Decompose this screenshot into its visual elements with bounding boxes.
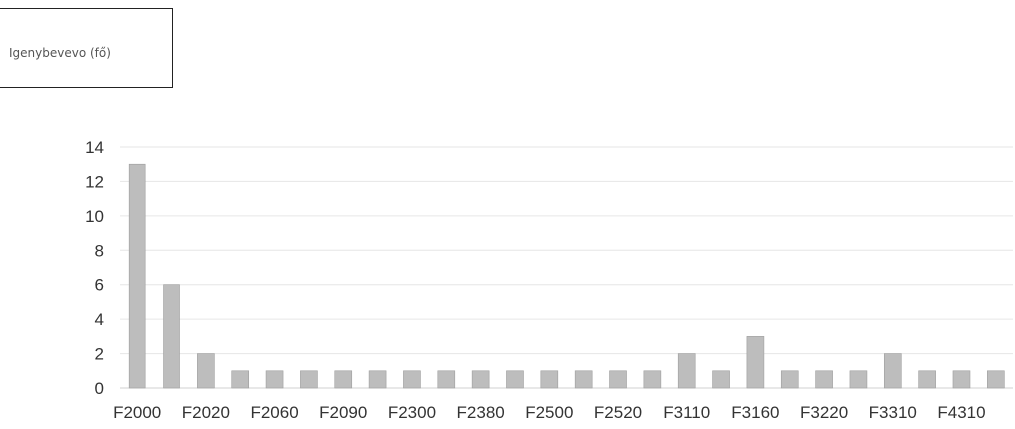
y-tick-label: 8 <box>95 241 104 260</box>
bar-F3110 <box>677 353 696 389</box>
bar-F4320 <box>987 370 1005 389</box>
x-tick-label: F2380 <box>457 403 505 422</box>
x-tick-label: F2520 <box>594 403 642 422</box>
bar-F2520 <box>609 370 627 389</box>
y-tick-label: 14 <box>85 138 104 157</box>
bar-F2010 <box>163 284 180 389</box>
bar-F4310 <box>952 370 971 389</box>
gridlines <box>120 146 1013 389</box>
bar-F2310 <box>437 370 456 389</box>
x-tick-label: F3160 <box>731 403 779 422</box>
bar-F2300 <box>403 370 421 389</box>
bar-F3160 <box>746 336 765 389</box>
bar-F2510 <box>574 370 593 389</box>
bar-F3300 <box>849 370 868 389</box>
x-tick-label: F2500 <box>525 403 573 422</box>
bar-F3120 <box>712 370 730 389</box>
y-tick-label: 4 <box>95 310 104 329</box>
bar-F2060 <box>265 370 284 389</box>
y-tick-label: 10 <box>85 207 104 226</box>
bar-F2070 <box>300 370 318 389</box>
bar-F2000 <box>128 163 146 389</box>
x-tick-label: F3110 <box>663 403 710 422</box>
bar-F2400 <box>506 370 524 389</box>
bar-F2530 <box>643 370 662 389</box>
y-axis: 0 2 4 6 8 10 12 14 <box>85 138 104 398</box>
bar-F2020 <box>197 353 215 389</box>
x-tick-label: F2300 <box>388 403 436 422</box>
y-tick-label: 12 <box>85 172 104 191</box>
y-tick-label: 2 <box>95 345 104 364</box>
bar-F3320 <box>918 370 936 389</box>
x-tick-label: F4310 <box>937 403 985 422</box>
bars <box>128 163 1005 389</box>
x-tick-label: F3220 <box>800 403 848 422</box>
bar-F2380 <box>471 370 490 389</box>
legend-label: Igenybevevo (fő) <box>9 46 111 60</box>
bar-F2500 <box>540 370 559 389</box>
x-tick-label: F2090 <box>319 403 367 422</box>
bar-F3310 <box>883 353 902 389</box>
bar-F2200 <box>368 370 387 389</box>
x-tick-label: F2020 <box>182 403 230 422</box>
bar-F3220 <box>815 370 833 389</box>
y-tick-label: 0 <box>95 379 104 398</box>
x-axis: F2000 F2020 F2060 F2090 F2300 F2380 F2500 F2520… <box>113 403 986 422</box>
bar-F2030 <box>231 370 250 389</box>
bar-F3200 <box>780 370 799 389</box>
x-tick-label: F2000 <box>113 403 161 422</box>
bar-F2090 <box>334 370 353 389</box>
legend-box: Igenybevevo (fő) <box>0 8 173 88</box>
x-tick-label: F2060 <box>250 403 298 422</box>
y-tick-label: 6 <box>95 276 104 295</box>
x-tick-label: F3310 <box>869 403 917 422</box>
